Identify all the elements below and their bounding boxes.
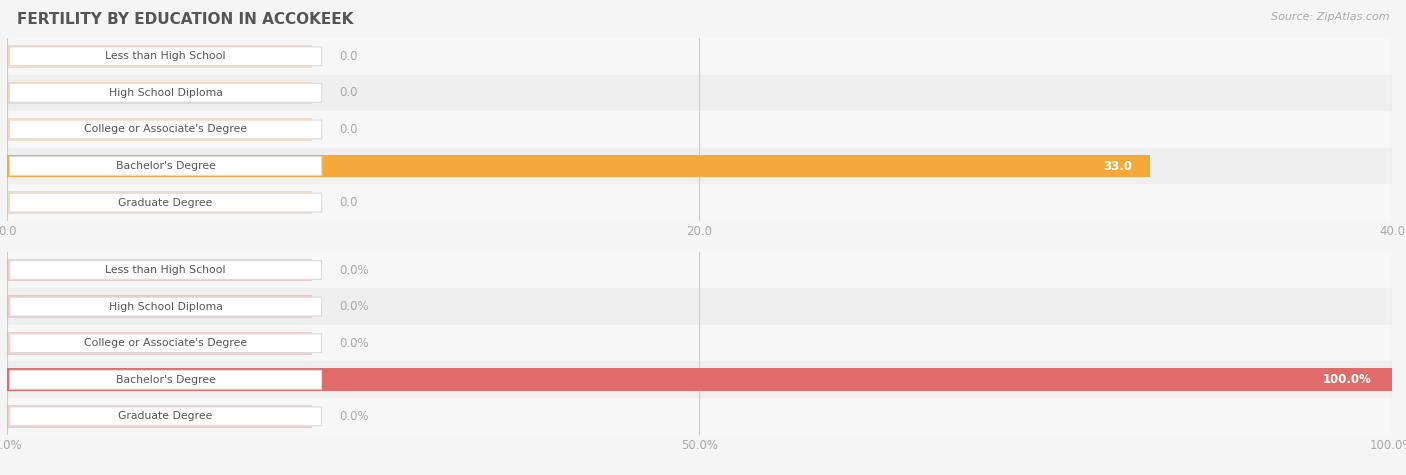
Bar — [7, 252, 1392, 288]
Text: College or Associate's Degree: College or Associate's Degree — [84, 124, 247, 134]
Text: 0.0%: 0.0% — [339, 337, 368, 350]
FancyBboxPatch shape — [10, 261, 322, 279]
Text: Graduate Degree: Graduate Degree — [118, 411, 212, 421]
Bar — [7, 45, 312, 67]
Text: High School Diploma: High School Diploma — [108, 88, 222, 98]
Text: 0.0: 0.0 — [339, 123, 359, 136]
FancyBboxPatch shape — [10, 370, 322, 389]
FancyBboxPatch shape — [10, 47, 322, 66]
Bar — [7, 369, 1392, 391]
Text: 0.0: 0.0 — [339, 50, 359, 63]
Text: 0.0%: 0.0% — [339, 410, 368, 423]
Bar — [7, 118, 312, 141]
Bar — [7, 191, 312, 214]
FancyBboxPatch shape — [10, 157, 322, 175]
Text: Less than High School: Less than High School — [105, 265, 226, 275]
Text: 33.0: 33.0 — [1104, 160, 1132, 172]
Text: 100.0%: 100.0% — [1322, 373, 1371, 386]
Text: 0.0%: 0.0% — [339, 300, 368, 313]
Bar — [7, 295, 312, 318]
Bar — [7, 325, 1392, 361]
Text: College or Associate's Degree: College or Associate's Degree — [84, 338, 247, 348]
Bar — [7, 259, 312, 281]
FancyBboxPatch shape — [10, 193, 322, 212]
Bar — [7, 111, 1392, 148]
Bar — [7, 148, 1392, 184]
FancyBboxPatch shape — [10, 120, 322, 139]
Bar — [7, 288, 1392, 325]
Bar — [7, 332, 312, 354]
Bar — [7, 184, 1392, 221]
FancyBboxPatch shape — [10, 84, 322, 102]
FancyBboxPatch shape — [10, 407, 322, 426]
Text: High School Diploma: High School Diploma — [108, 302, 222, 312]
FancyBboxPatch shape — [10, 297, 322, 316]
Text: FERTILITY BY EDUCATION IN ACCOKEEK: FERTILITY BY EDUCATION IN ACCOKEEK — [17, 12, 353, 27]
Bar — [7, 398, 1392, 435]
Text: Source: ZipAtlas.com: Source: ZipAtlas.com — [1271, 12, 1389, 22]
Bar — [7, 38, 1392, 75]
Text: Less than High School: Less than High School — [105, 51, 226, 61]
Bar — [7, 82, 312, 104]
Bar — [7, 361, 1392, 398]
Bar — [7, 75, 1392, 111]
FancyBboxPatch shape — [10, 334, 322, 352]
Bar — [7, 155, 1150, 177]
Text: Bachelor's Degree: Bachelor's Degree — [115, 375, 215, 385]
Bar — [7, 405, 312, 428]
Text: 0.0%: 0.0% — [339, 264, 368, 276]
Text: Graduate Degree: Graduate Degree — [118, 198, 212, 208]
Text: 0.0: 0.0 — [339, 86, 359, 99]
Text: 0.0: 0.0 — [339, 196, 359, 209]
Text: Bachelor's Degree: Bachelor's Degree — [115, 161, 215, 171]
